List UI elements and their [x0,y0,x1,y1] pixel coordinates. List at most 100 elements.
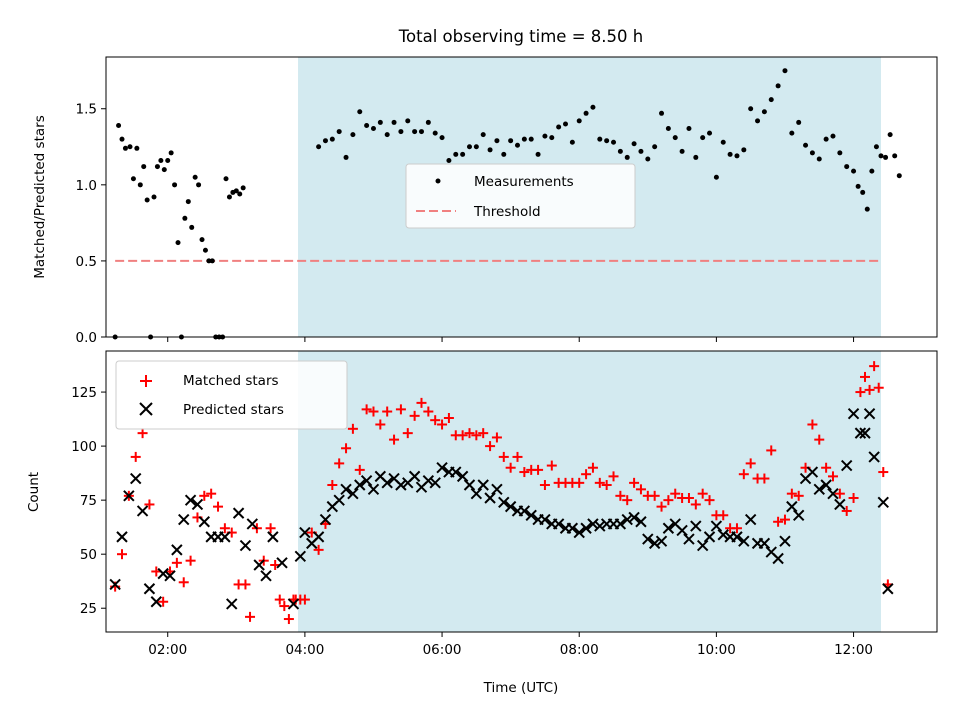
legend-measurements-marker [435,178,441,184]
predicted-star-point [642,533,654,545]
predicted-star-point [758,537,771,550]
measurement-point [652,144,658,150]
measurement-point [823,136,829,142]
matched-star-point [416,397,427,408]
matched-star-point [697,488,708,499]
y-tick-label: 125 [71,385,97,401]
measurement-point [748,106,754,112]
measurement-point [521,136,527,142]
measurement-point [141,164,147,170]
legend-measurements-label: Measurements [474,174,574,190]
measurement-point [398,129,404,135]
matched-star-point [793,490,804,501]
predicted-star-point [813,483,825,496]
predicted-star-point [827,487,839,500]
predicted-star-point [456,470,469,483]
predicted-star-point [877,496,889,509]
measurement-point [556,124,562,130]
predicted-star-point [198,516,211,528]
matched-star-point [594,477,605,488]
y-tick-label: 25 [80,601,97,617]
matched-star-point [587,462,598,473]
matched-star-point [171,557,182,568]
top-legend: Measurements Threshold [405,163,636,229]
measurement-point [151,194,157,200]
matched-star-point [158,596,169,607]
predicted-star-point [882,583,894,595]
measurement-point [350,132,356,138]
matched-star-point [841,505,852,516]
y-tick-label: 50 [80,547,97,563]
matched-star-point [485,441,496,452]
matched-star-point [807,419,818,430]
measurement-point [844,164,850,170]
predicted-star-point [130,472,142,485]
predicted-star-point [566,522,579,534]
predicted-star-point [491,483,503,496]
predicted-star-point [294,550,307,563]
predicted-star-point [333,494,345,506]
top-y-axis-label: Matched/Predicted stars [32,115,48,278]
measurement-point [494,138,500,144]
measurement-point [237,191,243,197]
predicted-star-point [191,498,204,511]
predicted-star-point [232,507,245,519]
matched-star-point [683,492,694,503]
matched-star-point [704,495,715,506]
predicted-star-point [859,427,871,439]
matched-star-point [213,501,224,512]
measurement-point [370,126,376,132]
measurement-point [480,132,486,138]
matched-star-point [581,469,592,480]
predicted-star-point [621,513,633,526]
legend-threshold-label: Threshold [473,204,541,220]
x-tick-label: 10:00 [697,642,736,658]
matched-star-point [334,458,345,469]
measurement-point [775,83,781,89]
matched-star-point [206,488,217,499]
predicted-star-point [696,539,709,552]
measurement-point [665,126,671,132]
matched-star-point [629,477,640,488]
y-tick-label: 100 [71,439,97,455]
measurement-point [223,176,229,182]
predicted-star-point [381,477,393,489]
matched-star-point [827,471,838,482]
predicted-star-point [143,583,156,595]
legend-matched-label: Matched stars [183,373,279,389]
matched-star-point [409,410,420,421]
predicted-star-point [498,496,510,509]
predicted-star-point [525,509,537,521]
matched-star-point [656,501,667,512]
measurement-point [803,142,809,148]
matched-star-point [185,555,196,566]
matched-star-point [313,544,324,555]
measurement-point [597,136,603,142]
predicted-star-point [731,531,743,543]
matched-star-point [402,428,413,439]
matched-star-point [327,480,338,491]
measurement-point [528,136,534,142]
matched-star-point [878,467,889,478]
measurement-point [418,129,424,135]
predicted-star-point [450,466,462,478]
measurement-point [514,142,520,148]
measurement-point [590,104,596,110]
measurement-point [734,153,740,159]
bottom-plot-frame [105,350,938,633]
measurement-point [631,141,637,147]
measurement-point [869,168,875,174]
measurement-point [329,136,335,142]
x-tick-label: 02:00 [148,642,187,658]
predicted-star-point [587,518,599,530]
measurement-point [700,135,706,141]
matched-star-point [361,404,372,415]
measurement-point [789,130,795,136]
measurement-point [446,157,452,163]
measurement-point [837,150,843,156]
predicted-star-point [136,505,149,517]
measurement-point [659,110,665,116]
predicted-star-point [429,477,441,489]
bottom-y-axis-label: Count [26,472,42,512]
predicted-star-point [717,529,729,541]
